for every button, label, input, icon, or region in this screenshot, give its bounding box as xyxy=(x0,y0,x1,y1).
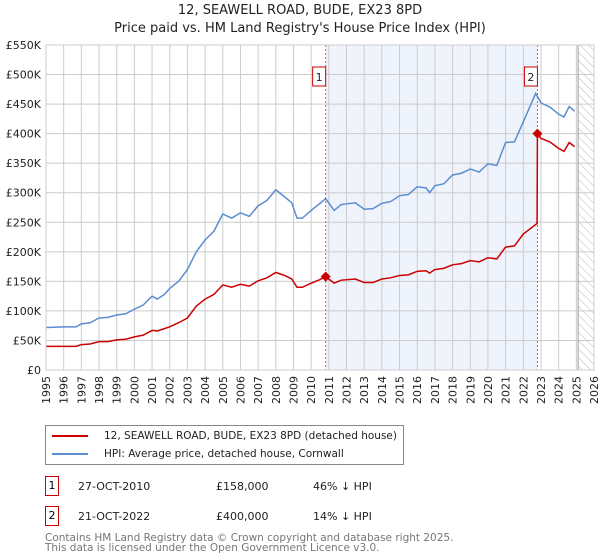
y-tick-label: £0 xyxy=(27,364,41,377)
x-tick-label: 2024 xyxy=(553,376,566,404)
x-tick-label: 2015 xyxy=(394,376,407,404)
transaction-date: 21-OCT-2022 xyxy=(78,510,151,523)
x-tick-label: 2009 xyxy=(287,376,300,404)
footer: Contains HM Land Registry data © Crown c… xyxy=(45,532,454,554)
x-tick-label: 1999 xyxy=(111,376,124,404)
legend-label: HPI: Average price, detached house, Corn… xyxy=(104,448,344,460)
marker-label: 1 xyxy=(316,71,323,84)
x-tick-label: 2019 xyxy=(464,376,477,404)
y-tick-label: £500K xyxy=(6,69,42,82)
x-tick-label: 2005 xyxy=(217,376,230,404)
x-tick-label: 2020 xyxy=(482,376,495,404)
footer-licence: This data is licensed under the Open Gov… xyxy=(45,542,380,554)
x-tick-label: 2004 xyxy=(199,376,212,404)
x-tick-label: 2002 xyxy=(164,376,177,404)
x-tick-label: 2011 xyxy=(323,376,336,404)
legend-label: 12, SEAWELL ROAD, BUDE, EX23 8PD (detach… xyxy=(104,430,397,442)
y-tick-label: £50K xyxy=(13,334,42,347)
legend-swatch-red xyxy=(52,435,88,437)
x-tick-label: 1995 xyxy=(40,376,53,404)
y-tick-label: £150K xyxy=(6,275,42,288)
legend-item-property: 12, SEAWELL ROAD, BUDE, EX23 8PD (detach… xyxy=(52,428,397,444)
sale-point xyxy=(320,271,331,282)
x-tick-label: 2008 xyxy=(270,376,283,404)
price-chart: 1995 1996 1997 1998 1999 2000 2001 2002 2003 2004… xyxy=(6,39,600,404)
y-tick-label: £250K xyxy=(6,216,42,229)
transaction-price: £158,000 xyxy=(216,480,269,493)
x-tick-label: 2016 xyxy=(411,376,424,404)
transaction-price: £400,000 xyxy=(216,510,269,523)
y-tick-label: £400K xyxy=(6,128,42,141)
transaction-badge: 2 xyxy=(45,506,59,526)
x-tick-label: 2026 xyxy=(588,376,600,404)
y-tick-label: £450K xyxy=(6,98,42,111)
transaction-hpi: 46% ↓ HPI xyxy=(313,480,372,493)
y-tick-label: £300K xyxy=(6,187,42,200)
x-tick-label: 2000 xyxy=(128,376,141,404)
x-tick-label: 2018 xyxy=(447,376,460,404)
x-tick-label: 2014 xyxy=(376,376,389,404)
x-tick-label: 2023 xyxy=(535,376,548,404)
marker-label: 2 xyxy=(527,71,534,84)
x-tick-label: 2006 xyxy=(234,376,247,404)
y-tick-label: £100K xyxy=(6,305,42,318)
y-tick-label: £550K xyxy=(6,39,42,52)
legend-swatch-blue xyxy=(52,453,88,455)
legend: 12, SEAWELL ROAD, BUDE, EX23 8PD (detach… xyxy=(45,425,404,465)
y-tick-label: £350K xyxy=(6,157,42,170)
x-tick-label: 2017 xyxy=(429,376,442,404)
series-line-hpi xyxy=(45,91,576,329)
transaction-date: 27-OCT-2010 xyxy=(78,480,151,493)
x-tick-label: 2025 xyxy=(570,376,583,404)
y-tick-label: £200K xyxy=(6,246,42,259)
sale-point xyxy=(532,128,543,139)
chart-subtitle: Price paid vs. HM Land Registry's House … xyxy=(114,21,486,36)
transaction-hpi: 14% ↓ HPI xyxy=(313,510,372,523)
x-tick-label: 2010 xyxy=(305,376,318,404)
marker-badge xyxy=(312,66,327,87)
x-tick-label: 2013 xyxy=(358,376,371,404)
legend-item-hpi: HPI: Average price, detached house, Corn… xyxy=(52,446,344,462)
footer-copyright: Contains HM Land Registry data © Crown c… xyxy=(45,532,454,544)
series-line-property xyxy=(46,131,576,348)
x-tick-label: 2022 xyxy=(517,376,530,404)
x-tick-label: 2001 xyxy=(146,376,159,404)
x-tick-label: 2003 xyxy=(181,376,194,404)
forecast-hatch xyxy=(578,45,594,370)
x-tick-label: 1996 xyxy=(58,376,71,404)
x-tick-label: 1998 xyxy=(93,376,106,404)
plot-frame xyxy=(45,44,595,371)
transaction-badge: 1 xyxy=(45,476,59,496)
marker-badge xyxy=(523,66,538,87)
x-tick-label: 2012 xyxy=(341,376,354,404)
x-tick-label: 2007 xyxy=(252,376,265,404)
chart-title: 12, SEAWELL ROAD, BUDE, EX23 8PD xyxy=(177,3,423,18)
x-tick-label: 1997 xyxy=(75,376,88,404)
x-tick-label: 2021 xyxy=(500,376,513,404)
